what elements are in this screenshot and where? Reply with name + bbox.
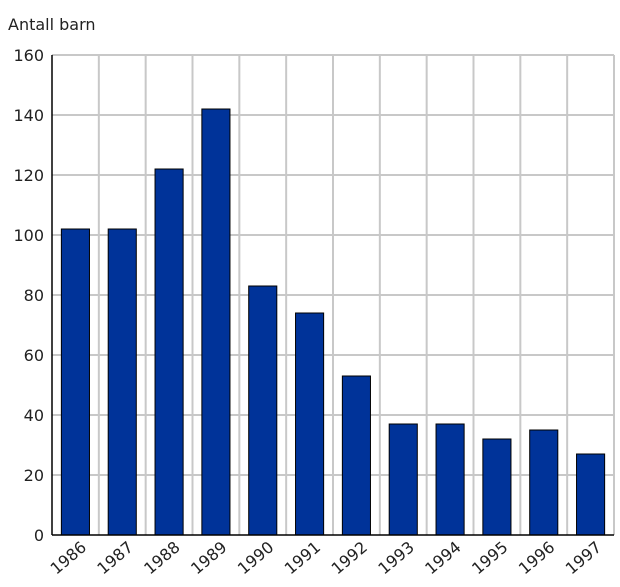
x-tick-label: 1987 [93,538,136,579]
gridlines [52,54,615,535]
bar-1996 [529,429,559,536]
y-tick-labels: 0 20 40 60 80 100 120 140 160 [13,46,44,545]
bar-1987 [107,228,137,536]
bar-1995 [482,438,512,536]
x-tick-label: 1991 [281,538,324,579]
y-tick-label: 120 [13,166,44,185]
bar-1986 [60,228,90,536]
x-tick-label: 1996 [515,538,558,579]
y-tick-label: 0 [34,526,44,545]
x-tick-label: 1995 [468,538,511,579]
bars [60,108,606,536]
bar-1997 [576,453,606,536]
y-axis-label: Antall barn [8,15,96,34]
bar-1991 [295,312,325,536]
y-tick-label: 20 [24,466,44,485]
bar-1994 [435,423,465,536]
x-tick-labels: 1986 1987 1988 1989 1990 1991 1992 1993 1994 1995… [47,538,606,579]
x-tick-label: 1997 [562,538,605,579]
bar-1993 [388,423,418,536]
x-tick-label: 1993 [374,538,417,579]
bar-1989 [201,108,231,536]
axes [51,55,614,536]
x-tick-label: 1988 [140,538,183,579]
bar-1992 [341,375,371,536]
y-tick-label: 80 [24,286,44,305]
bar-1988 [154,168,184,536]
x-tick-label: 1994 [421,538,464,579]
x-tick-label: 1986 [47,538,90,579]
bar-1990 [248,285,278,536]
x-tick-label: 1992 [328,538,371,579]
x-tick-label: 1990 [234,538,277,579]
y-tick-label: 100 [13,226,44,245]
y-tick-label: 40 [24,406,44,425]
x-tick-label: 1989 [187,538,230,579]
y-tick-label: 160 [13,46,44,65]
y-tick-label: 140 [13,106,44,125]
y-tick-label: 60 [24,346,44,365]
